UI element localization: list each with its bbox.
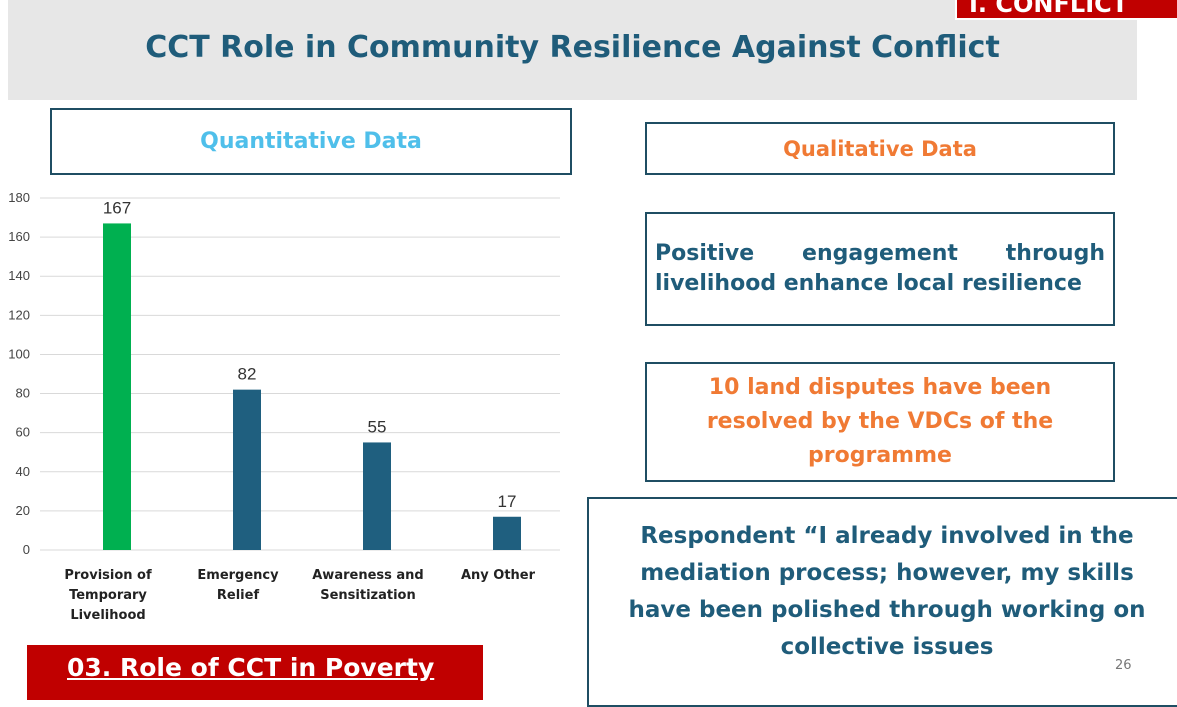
header-band — [8, 0, 1137, 100]
value-label: 17 — [498, 492, 517, 511]
bar — [103, 223, 131, 550]
y-tick-label: 160 — [8, 229, 30, 244]
qualitative-label: Qualitative Data — [645, 122, 1115, 175]
bar — [363, 442, 391, 550]
qualitative-text: Positive engagement through livelihood e… — [655, 241, 1105, 296]
section-tag: I. CONFLICT — [955, 0, 1177, 20]
qualitative-text: Respondent “I already involved in the me… — [628, 523, 1146, 660]
chart: 0 20 40 60 80 100 120 140 160 180 167 82 55 17 — [8, 190, 560, 557]
qualitative-box: Respondent “I already involved in the me… — [587, 497, 1177, 707]
footer-section: 03. Role of CCT in Poverty — [27, 645, 483, 700]
y-tick-label: 100 — [8, 346, 30, 361]
y-tick-label: 20 — [16, 503, 30, 518]
y-tick-label: 0 — [23, 542, 30, 557]
y-tick-label: 140 — [8, 268, 30, 283]
value-label: 82 — [238, 365, 257, 384]
quantitative-label: Quantitative Data — [50, 108, 572, 175]
value-label: 55 — [368, 417, 387, 436]
y-tick-label: 180 — [8, 190, 30, 205]
value-label: 167 — [103, 198, 131, 217]
page-number: 26 — [1115, 658, 1132, 673]
x-tick-label: Any Other — [460, 568, 536, 583]
bar — [493, 516, 521, 550]
y-tick-label: 40 — [16, 464, 30, 479]
qualitative-box: 10 land disputes have been resolved by t… — [645, 362, 1115, 482]
qualitative-box: Positive engagement through livelihood e… — [645, 212, 1115, 326]
qualitative-text: 10 land disputes have been resolved by t… — [706, 375, 1054, 468]
x-tick-label: Provision of Temporary Livelihood — [64, 568, 152, 623]
x-tick-label: Awareness and Sensitization — [312, 568, 424, 603]
y-tick-label: 120 — [8, 307, 30, 322]
y-tick-label: 60 — [16, 425, 30, 440]
x-tick-label: Emergency Relief — [197, 568, 279, 603]
y-tick-label: 80 — [16, 386, 30, 401]
header-title: CCT Role in Community Resilience Against… — [145, 30, 1000, 65]
bar — [233, 389, 261, 550]
